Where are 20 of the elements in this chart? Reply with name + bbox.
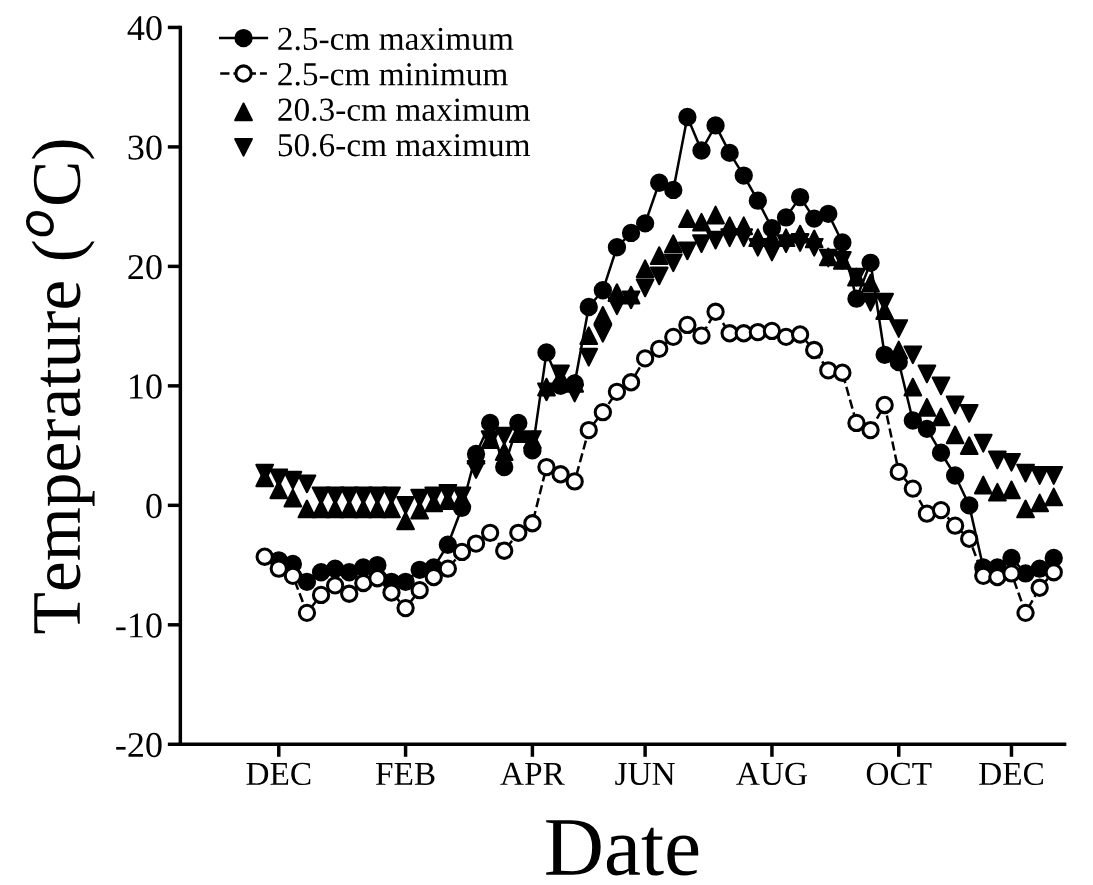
y-axis-title: Temperature ($^{o}$C) [25,140,95,634]
x-tick-label: OCT [866,762,932,786]
x-tick-label: DEC [979,762,1043,786]
legend-label: 50.6-cm maximum [278,133,531,157]
x-tick-label: DEC [246,762,311,786]
legend-label: 2.5-cm minimum [278,63,508,86]
y-tick-label: 30 [128,135,162,160]
y-tick-label: 20 [128,254,162,280]
y-tick-label: 0 [146,493,162,519]
legend-label: 20.3-cm maximum [278,98,531,122]
y-tick-label: -10 [116,613,162,638]
x-axis-title: Date [546,820,699,876]
y-tick-label: -20 [116,732,162,758]
y-tick-label: 40 [127,15,162,41]
x-tick-label: AUG [736,762,807,786]
x-tick-label: JUN [615,762,675,786]
legend-label: 2.5-cm maximum [278,27,514,51]
x-tick-label: FEB [375,762,435,785]
x-tick-label: APR [500,762,565,785]
y-tick-label: 10 [130,374,162,399]
